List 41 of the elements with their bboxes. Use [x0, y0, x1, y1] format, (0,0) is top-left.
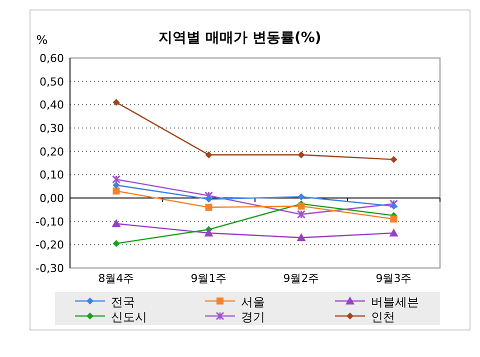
point	[205, 151, 212, 158]
y-axis-title: %	[36, 33, 48, 47]
y-tick-label: -0,20	[36, 238, 64, 252]
point	[297, 210, 306, 219]
point	[298, 151, 305, 158]
point	[112, 219, 121, 228]
x-tick-label: 9월1주	[190, 272, 227, 285]
point	[296, 233, 306, 242]
point	[204, 228, 214, 236]
y-tick-label: 0,40	[40, 98, 64, 112]
point	[205, 196, 212, 203]
point	[390, 216, 398, 222]
point	[390, 156, 398, 163]
y-tick-label: -0,30	[36, 262, 64, 275]
point	[112, 240, 120, 247]
legend-label: 전국	[111, 295, 135, 309]
y-tick-label: 0,10	[40, 168, 64, 182]
legend-label: 인천	[371, 310, 395, 324]
y-tick-label: 0,30	[40, 122, 64, 135]
y-tick-label: -0,10	[36, 215, 64, 228]
legend-label: 버블세븐	[371, 295, 419, 309]
x-tick-label: 9월2주	[283, 272, 320, 285]
point	[390, 202, 398, 210]
legend-label: 경기	[241, 310, 265, 324]
point	[112, 188, 120, 194]
y-tick-label: 0,20	[40, 145, 64, 158]
y-tick-label: 0,60	[40, 52, 64, 65]
point	[389, 228, 398, 236]
point	[298, 202, 305, 210]
y-tick-label: 0,50	[40, 75, 64, 88]
x-tick-label: 8월4주	[98, 272, 134, 285]
point	[205, 204, 212, 211]
point	[298, 193, 305, 200]
legend-label: 신도시	[111, 310, 147, 324]
point	[112, 98, 120, 106]
x-tick-label: 9월3주	[376, 272, 412, 285]
y-tick-label: 0,00	[40, 192, 64, 205]
point	[204, 191, 213, 200]
point	[112, 182, 120, 189]
chart-title: 지역별 매매가 변동률(%)	[158, 30, 322, 46]
legend-label: 서울	[241, 295, 265, 309]
